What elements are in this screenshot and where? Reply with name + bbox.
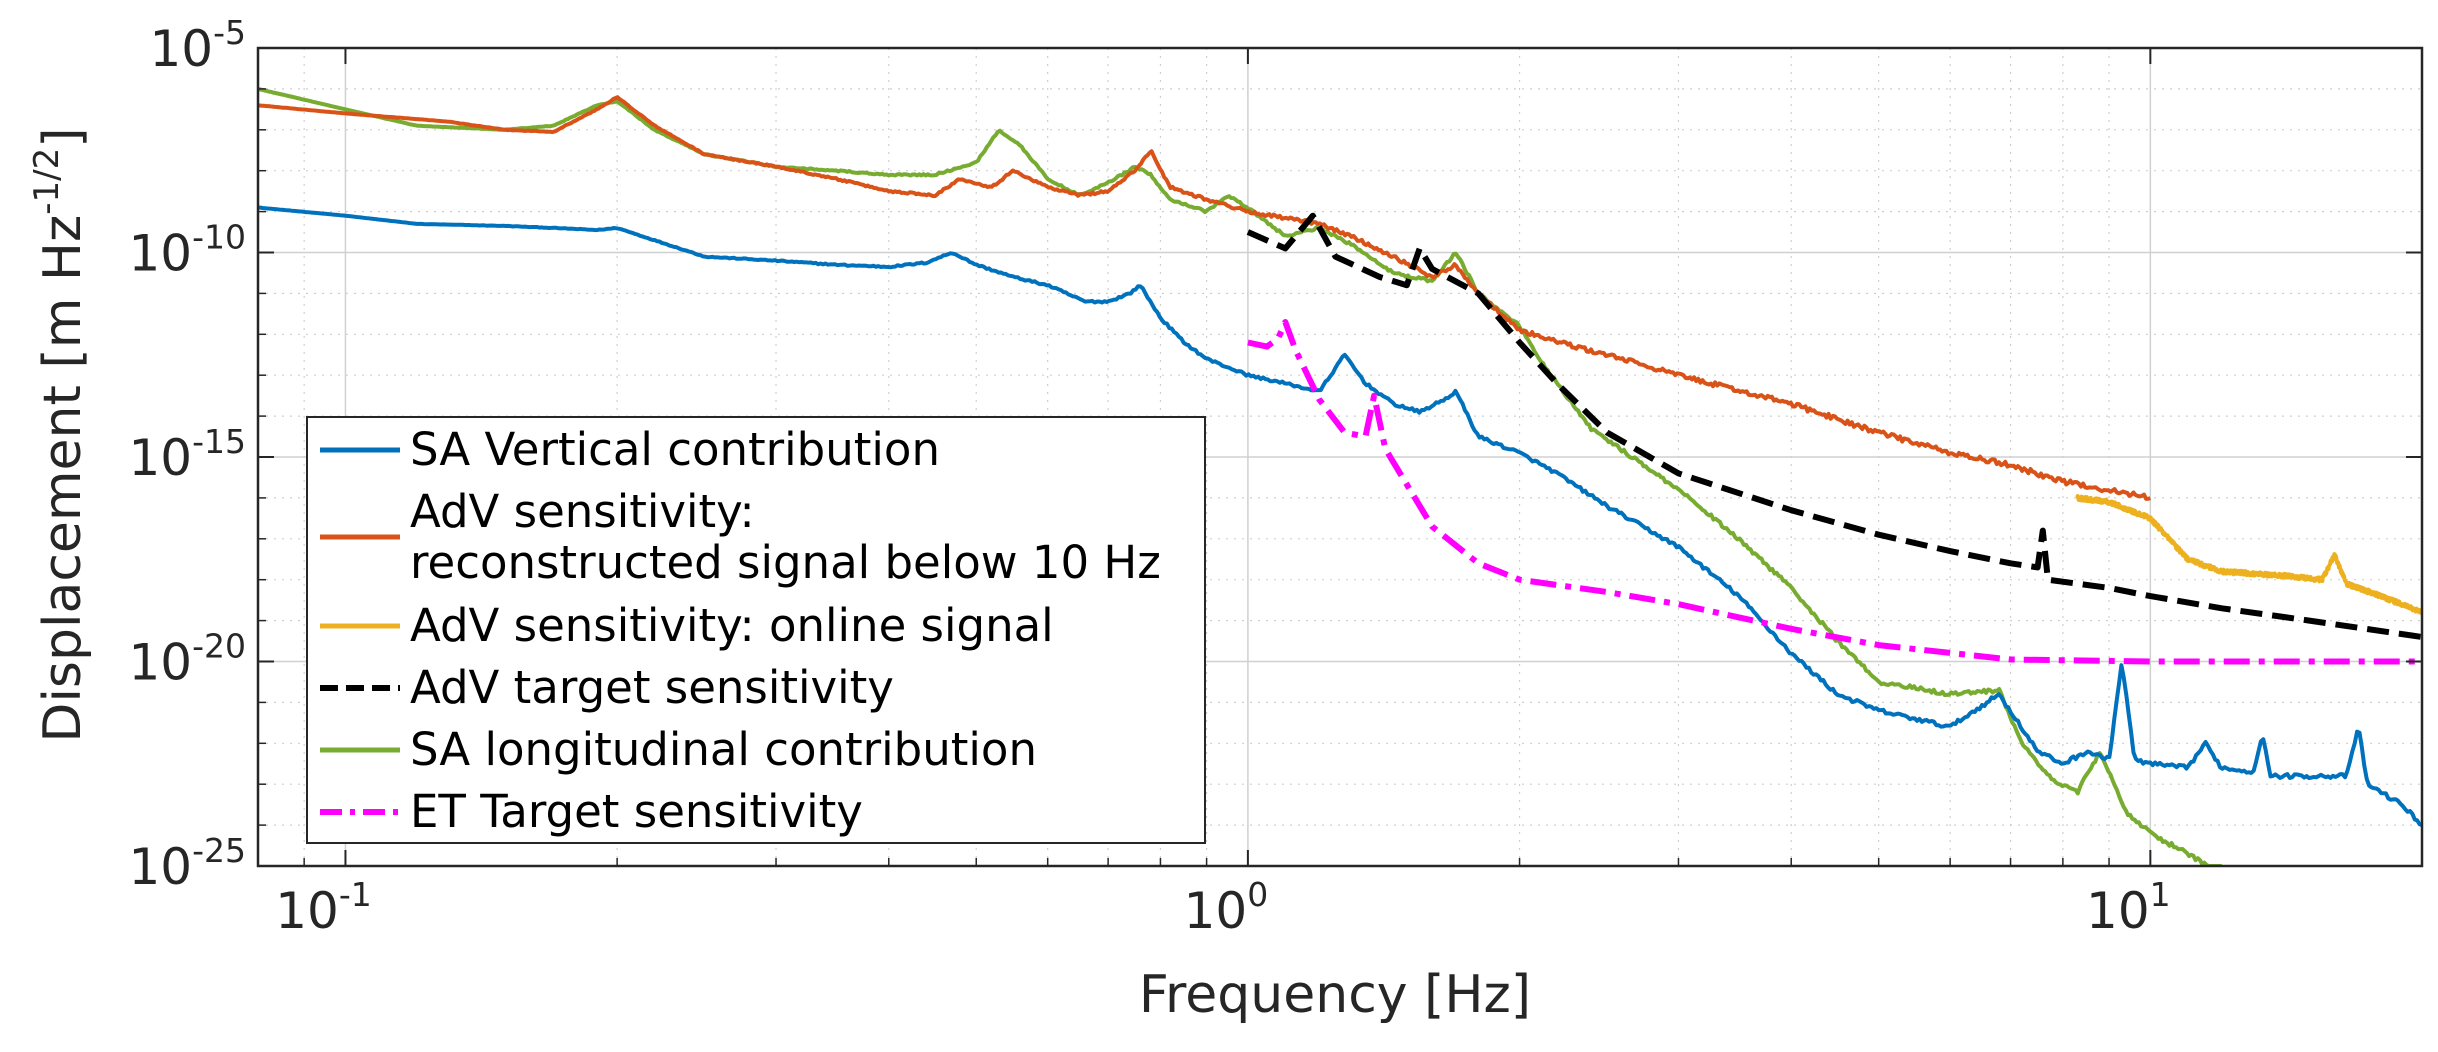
x-tick-label: 101 [2086, 875, 2171, 940]
y-tick-label: 10-5 [149, 13, 246, 78]
y-tick-label: 10-20 [128, 627, 246, 692]
x-tick-base: 10 [1184, 882, 1248, 940]
x-tick-exponent: -1 [339, 875, 372, 914]
x-axis-label: Frequency [Hz] [1139, 965, 1531, 1025]
y-tick-base: 10 [128, 225, 192, 283]
ticks-layer [257, 47, 2423, 867]
y-tick-label: 10-25 [128, 831, 246, 896]
legend-box [306, 416, 1206, 844]
series-line-0 [258, 205, 2422, 827]
y-axis-label-close: ] [33, 127, 93, 147]
x-tick-label: 100 [1184, 875, 1269, 940]
x-tick-label: 10-1 [275, 875, 372, 940]
y-tick-exponent: -20 [192, 627, 246, 666]
y-tick-base: 10 [149, 20, 213, 78]
y-tick-exponent: -25 [192, 831, 246, 870]
series-line-5 [1247, 319, 2422, 665]
series-layer [258, 86, 2422, 866]
y-tick-exponent: -5 [213, 13, 246, 52]
x-tick-base: 10 [275, 882, 339, 940]
x-tick-exponent: 0 [1247, 875, 1268, 914]
legend-label-3: AdV target sensitivity [410, 661, 894, 714]
legend-label-1: AdV sensitivity: [410, 485, 755, 538]
y-tick-base: 10 [128, 838, 192, 896]
y-tick-exponent: -10 [192, 218, 246, 257]
y-tick-label: 10-10 [128, 218, 246, 283]
y-axis-label: Displacement [m Hz-1/2] [27, 127, 93, 742]
x-tick-exponent: 1 [2150, 875, 2171, 914]
legend: SA Vertical contribution AdV sensitivity:… [306, 416, 1206, 844]
legend-label-1: reconstructed signal below 10 Hz [410, 536, 1161, 589]
series-line-3 [1246, 212, 2422, 640]
y-tick-exponent: -15 [192, 422, 246, 461]
legend-label-0: SA Vertical contribution [410, 423, 940, 476]
series-line-4 [258, 86, 2222, 866]
y-tick-base: 10 [128, 634, 192, 692]
legend-label-2: AdV sensitivity: online signal [410, 599, 1054, 652]
legend-label-4: SA longitudinal contribution [410, 723, 1037, 776]
y-axis-label-exponent: -1/2 [27, 148, 67, 215]
x-tick-base: 10 [2086, 882, 2150, 940]
series-line-1 [258, 95, 2151, 501]
y-tick-label: 10-15 [128, 422, 246, 487]
y-tick-base: 10 [128, 429, 192, 487]
y-axis-label-main: Displacement [m Hz [33, 215, 93, 743]
series-line-2 [2075, 494, 2422, 615]
legend-items: SA Vertical contribution AdV sensitivity:… [320, 423, 1161, 838]
legend-label-5: ET Target sensitivity [410, 785, 863, 838]
x-tick-labels: 10-1 100 101 [275, 875, 2170, 940]
